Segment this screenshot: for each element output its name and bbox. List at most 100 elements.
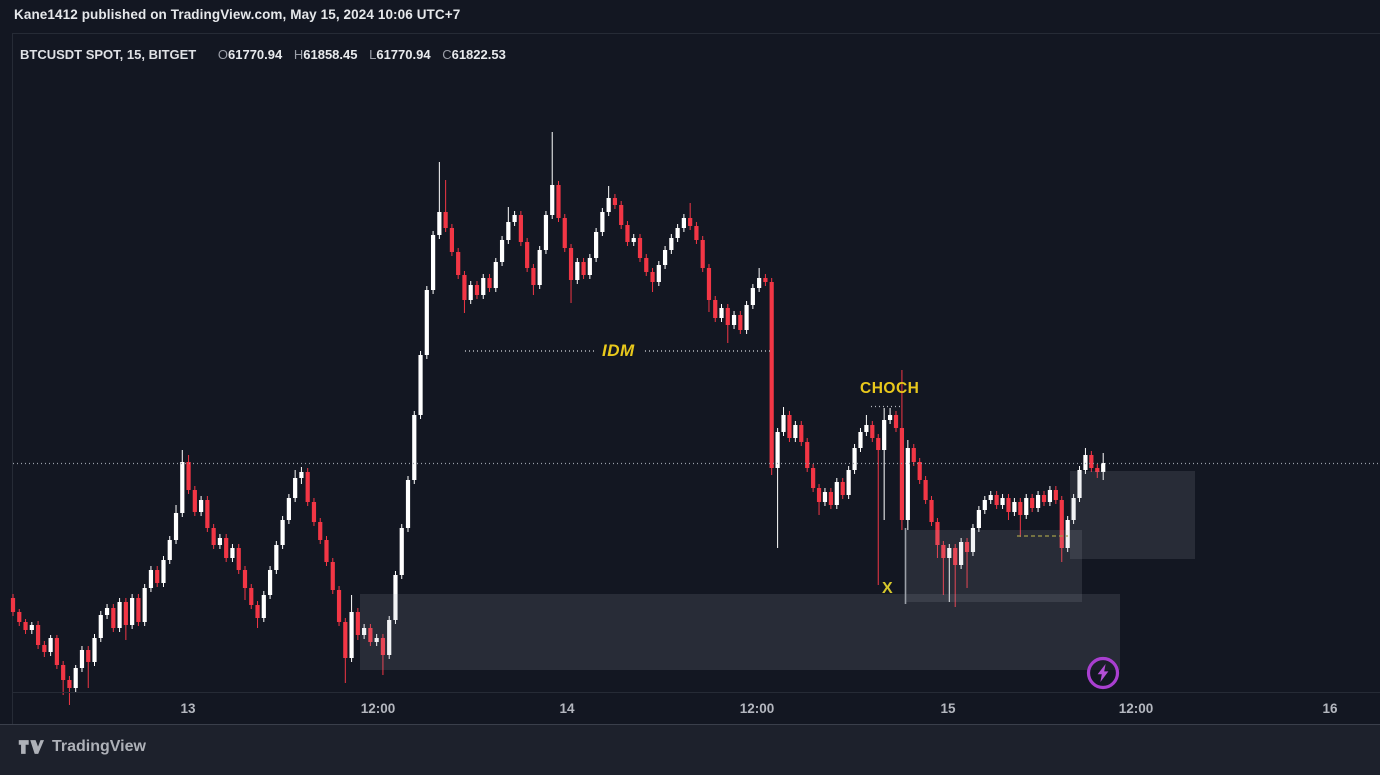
candle-up — [858, 432, 863, 448]
candle-up — [681, 218, 686, 228]
symbol-title[interactable]: BTCUSDT SPOT, 15, BITGET — [20, 47, 197, 62]
open-label: O — [217, 47, 228, 62]
candle-down — [255, 605, 260, 618]
candle-up — [161, 560, 166, 583]
candle-down — [876, 438, 881, 450]
time-axis[interactable]: 13 12:00 14 12:00 15 12:00 16 — [12, 692, 1380, 725]
candle-down — [799, 425, 804, 442]
candle-up — [399, 528, 404, 575]
candle-down — [305, 472, 310, 502]
candle-down — [828, 492, 833, 505]
candle-down — [840, 482, 845, 495]
candle-down — [688, 218, 693, 226]
demand-zone-bottom[interactable] — [360, 594, 1120, 670]
candle-up — [199, 500, 204, 512]
candle-up — [362, 628, 367, 635]
candle-down — [311, 502, 317, 522]
candle-down — [816, 488, 822, 502]
high-label: H — [293, 47, 304, 62]
symbol-ohlc-row[interactable]: BTCUSDT SPOT, 15, BITGET O61770.94 H6185… — [20, 47, 506, 62]
candle-up — [905, 448, 910, 520]
candle-down — [54, 638, 59, 665]
supply-zone-right[interactable] — [1070, 471, 1195, 559]
candle-up — [834, 482, 839, 505]
candle-down — [1089, 455, 1094, 468]
candle-up — [293, 478, 298, 498]
candle-down — [462, 275, 467, 300]
candle-down — [706, 268, 712, 300]
candle-up — [575, 262, 580, 280]
close-label: C — [442, 47, 452, 62]
candle-up — [1065, 520, 1070, 548]
candle-up — [374, 638, 379, 642]
candle-down — [136, 598, 141, 622]
candle-up — [537, 250, 542, 285]
candle-down — [224, 538, 229, 558]
candle-up — [793, 425, 798, 438]
candle-down — [443, 212, 448, 228]
idm-annotation[interactable]: IDM — [594, 341, 643, 361]
candle-down — [917, 462, 922, 480]
candle-down — [964, 542, 970, 552]
candle-down — [1053, 490, 1058, 500]
candle-down — [725, 308, 730, 325]
candle-up — [104, 608, 110, 615]
candle-up — [550, 185, 555, 215]
candle-up — [662, 250, 668, 265]
candle-up — [631, 238, 636, 242]
time-axis-label: 12:00 — [739, 701, 775, 716]
tradingview-brand[interactable]: TradingView — [18, 738, 146, 756]
candle-down — [368, 628, 373, 642]
candle-up — [669, 238, 674, 250]
candle-down — [355, 612, 360, 635]
open-value: 61770.94 — [228, 47, 283, 62]
candle-down — [155, 570, 160, 583]
candle-up — [719, 308, 724, 318]
candle-up — [506, 222, 511, 240]
candle-up — [1035, 495, 1041, 508]
candle-down — [61, 665, 66, 680]
candle-up — [493, 262, 498, 288]
low-label: L — [369, 47, 377, 62]
candle-down — [805, 442, 810, 468]
time-axis-label: 12:00 — [1118, 701, 1154, 716]
candle-up — [959, 542, 964, 565]
candle-down — [738, 315, 743, 330]
time-axis-label: 12:00 — [360, 701, 396, 716]
candle-up — [970, 528, 976, 552]
candle-up — [217, 538, 223, 545]
candle-up — [261, 595, 266, 618]
time-axis-label: 15 — [940, 701, 956, 716]
candle-down — [456, 252, 461, 275]
demand-zone-middle[interactable] — [905, 530, 1082, 602]
flash-idea-icon[interactable] — [1085, 655, 1121, 691]
candle-down — [953, 548, 958, 565]
candle-down — [236, 548, 241, 570]
candle-up — [286, 498, 291, 520]
candle-up — [130, 598, 135, 625]
time-axis-label: 13 — [180, 701, 196, 716]
candle-down — [531, 268, 536, 285]
candle-down — [700, 240, 705, 268]
candle-down — [343, 622, 348, 658]
candle-down — [17, 612, 22, 622]
candle-down — [525, 242, 530, 268]
candle-down — [787, 415, 792, 438]
candle-up — [1000, 498, 1005, 505]
candle-up — [92, 638, 97, 662]
candle-up — [656, 265, 661, 282]
candle-down — [644, 258, 649, 272]
choch-annotation[interactable]: CHOCH — [860, 380, 920, 397]
candle-up — [846, 470, 851, 495]
chart-pane[interactable] — [12, 33, 1380, 732]
candle-up — [98, 615, 103, 638]
candle-up — [405, 480, 411, 528]
candle-up — [274, 545, 279, 570]
candle-down — [86, 650, 91, 662]
footer-bar: TradingView — [0, 724, 1380, 775]
candle-down — [1095, 468, 1100, 472]
candle-up — [731, 315, 737, 325]
x-marker-annotation[interactable]: X — [882, 580, 893, 597]
candle-down — [249, 588, 254, 605]
